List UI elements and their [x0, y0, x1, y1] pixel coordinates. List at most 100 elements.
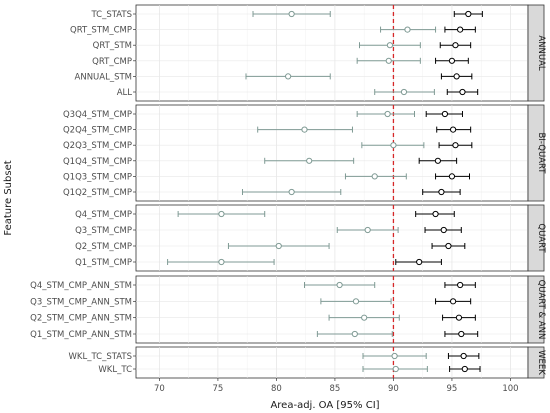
panel-0: TC_STATS QRT_STM_CMP QRT_STM QRT_CMP ANNUAL_… [70, 4, 546, 102]
y-tick-label: Q1_STM_CMP_ANN_STM [30, 330, 132, 340]
panel-4: WKL_TC_STATS WKL_TC WEEK [68, 346, 546, 379]
grey-interval [245, 73, 331, 80]
grey-interval [177, 210, 266, 218]
x-tick-label: 80 [271, 384, 282, 394]
black-interval [440, 73, 473, 80]
black-interval [435, 173, 470, 180]
point-estimate [404, 26, 411, 33]
point-estimate [438, 188, 445, 196]
strip-label: ANNUAL [536, 35, 546, 71]
y-tick-label: Q1Q4_STM_CMP [63, 157, 132, 167]
y-tick-label: Q3_STM_CMP [75, 226, 132, 236]
black-interval [447, 352, 480, 360]
point-estimate [352, 298, 360, 305]
point-estimate [458, 330, 465, 338]
point-estimate [400, 88, 408, 96]
y-tick-label: Q2_STM_CMP [75, 242, 132, 252]
y-tick-label: ALL [117, 88, 133, 98]
x-axis-title: Area-adj. OA [95% CI] [270, 400, 379, 411]
grey-interval [167, 258, 275, 266]
black-interval [425, 110, 463, 118]
grey-interval [362, 365, 428, 373]
black-interval [395, 258, 442, 266]
strip-label: BI-QUART [536, 133, 546, 175]
black-interval [438, 142, 473, 149]
point-estimate [391, 352, 398, 360]
y-tick-label: Q3_STM_CMP_ANN_STM [30, 297, 132, 307]
x-axis: 70 75 80 85 90 95 100 [154, 378, 519, 394]
black-interval [444, 26, 476, 33]
y-tick-label: QRT_STM [93, 41, 132, 51]
point-estimate [385, 57, 392, 64]
point-estimate [461, 365, 468, 373]
x-tick-label: 95 [447, 384, 458, 394]
point-estimate [445, 242, 452, 250]
point-estimate [434, 157, 441, 164]
grey-interval [264, 157, 355, 164]
grey-interval [320, 298, 392, 305]
point-estimate [386, 42, 394, 49]
grey-interval [362, 352, 427, 360]
point-estimate [450, 298, 457, 305]
grey-interval [227, 242, 330, 250]
y-tick-label: TC_STATS [90, 10, 132, 20]
point-estimate [288, 188, 295, 196]
point-estimate [285, 73, 292, 80]
point-estimate [440, 226, 447, 234]
point-estimate [336, 281, 343, 289]
point-estimate [457, 26, 464, 33]
point-estimate [441, 110, 449, 118]
grey-interval [344, 173, 407, 180]
grey-interval [361, 142, 425, 149]
y-tick-label: Q2Q4_STM_CMP [63, 126, 132, 136]
panel-frame [135, 346, 529, 379]
panel-1: Q3Q4_STM_CMP Q2Q4_STM_CMP Q2Q3_STM_CMP Q1Q4… [63, 104, 546, 202]
y-tick-label: Q1Q2_STM_CMP [63, 188, 132, 198]
y-tick-label: ANNUAL_STM [75, 72, 132, 82]
black-interval [449, 365, 481, 373]
x-tick-label: 90 [388, 384, 399, 394]
y-tick-label: Q4_STM_CMP [75, 210, 132, 220]
y-axis-title: Feature Subset [3, 160, 14, 235]
point-estimate [450, 126, 457, 133]
y-tick-label: Q2_STM_CMP_ANN_STM [30, 314, 132, 324]
point-estimate [448, 57, 456, 64]
black-interval [453, 10, 483, 18]
point-estimate [416, 258, 423, 266]
black-interval [444, 330, 479, 338]
point-estimate [459, 88, 466, 96]
point-estimate [452, 42, 459, 49]
grey-interval [374, 88, 435, 96]
black-interval [424, 226, 462, 234]
point-estimate [371, 173, 378, 180]
black-interval [435, 298, 472, 305]
black-interval [435, 57, 469, 64]
point-estimate [301, 126, 308, 133]
black-interval [418, 157, 458, 164]
y-tick-label: QRT_CMP [92, 57, 132, 67]
strip-box [527, 104, 545, 202]
grey-interval [380, 26, 437, 33]
point-estimate [218, 210, 225, 218]
strip-box [527, 4, 545, 102]
black-interval [439, 42, 472, 49]
strip-label: WEEK [536, 350, 546, 375]
black-interval [431, 242, 466, 250]
y-tick-label: Q4_STM_CMP_ANN_STM [30, 281, 132, 291]
panel-frame [135, 204, 529, 272]
strip-box [527, 346, 545, 379]
point-estimate [361, 314, 368, 321]
point-estimate [218, 258, 225, 266]
x-tick-label: 100 [502, 384, 518, 394]
grey-interval [336, 226, 399, 234]
x-tick-label: 85 [330, 384, 341, 394]
y-tick-label: QRT_STM_CMP [70, 26, 132, 36]
y-tick-label: WKL_TC_STATS [68, 352, 132, 362]
y-tick-label: Q3Q4_STM_CMP [63, 110, 132, 120]
black-interval [442, 314, 476, 321]
point-estimate [306, 157, 313, 164]
point-estimate [384, 110, 391, 118]
strip-label: QUART & ANN [536, 280, 546, 340]
y-tick-label: Q1Q3_STM_CMP [63, 172, 132, 182]
